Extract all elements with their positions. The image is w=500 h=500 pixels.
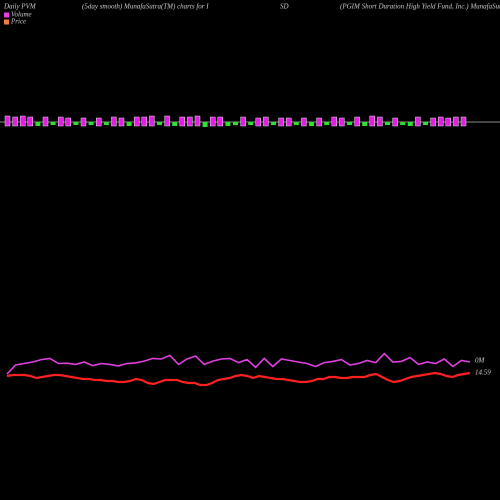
pvm-bar [263, 116, 269, 127]
title-part: SD [280, 3, 289, 11]
legend-label: Price [10, 18, 26, 26]
pvm-bar [111, 116, 117, 127]
pvm-bar [377, 116, 383, 127]
pvm-bar [12, 116, 18, 127]
pvm-bar [385, 122, 390, 125]
pvm-bar [133, 116, 140, 127]
pvm-bar [293, 122, 299, 125]
pvm-bar [369, 115, 375, 127]
legend-label: Volume [11, 11, 32, 19]
volume-line [6, 352, 471, 375]
pvm-bar [217, 116, 224, 127]
pvm-bar [202, 122, 208, 127]
pvm-bar [347, 122, 352, 125]
pvm-bar [309, 122, 314, 126]
pvm-bar [331, 116, 337, 127]
pvm-bar [233, 122, 238, 125]
pvm-bar [50, 122, 56, 125]
pvm-bar [164, 115, 170, 127]
pvm-bar [415, 116, 421, 127]
pvm-bar [392, 117, 398, 127]
pvm-bar [453, 116, 459, 127]
pvm-bar [240, 116, 246, 127]
pvm-bar [324, 122, 330, 125]
pvm-bar [118, 117, 125, 127]
pvm-bar [460, 116, 467, 127]
pvm-bar [316, 117, 322, 127]
pvm-bar [286, 117, 292, 127]
volume-line-label: 0M [475, 357, 486, 365]
pvm-bar [88, 122, 94, 125]
pvm-bar [42, 116, 49, 127]
pvm-bar [423, 122, 428, 125]
pvm-bar [27, 116, 33, 127]
title-part: (5day smooth) MunafaSutra(TM) charts for… [82, 3, 209, 11]
pvm-bar [407, 122, 413, 126]
pvm-bar [194, 115, 201, 127]
pvm-bar [445, 117, 451, 127]
pvm-bar [103, 122, 109, 125]
pvm-bar [141, 116, 148, 127]
pvm-bar [172, 122, 178, 126]
pvm-bar [255, 117, 262, 127]
pvm-bar [438, 116, 444, 127]
pvm-bar [179, 116, 186, 127]
pvm-bar [20, 115, 26, 127]
pvm-bar [80, 117, 87, 127]
legend-swatch [4, 19, 9, 25]
pvm-bar [149, 115, 155, 127]
pvm-bar [339, 117, 345, 127]
legend-swatch [4, 12, 9, 18]
title-part: (PGIM Short Duration High Yield Fund, In… [340, 3, 500, 11]
title-part: Daily PVM [3, 3, 37, 11]
pvm-bar [4, 115, 11, 127]
pvm-bar [248, 122, 254, 125]
pvm-bar [278, 117, 284, 127]
pvm-bar [301, 117, 307, 127]
pvm-bar [400, 122, 406, 125]
pvm-bar [35, 122, 41, 126]
pvm-bar [65, 117, 72, 127]
pvm-bar [95, 117, 102, 127]
pvm-bar [225, 122, 231, 126]
pvm-bar [362, 122, 368, 126]
pvm-bar [354, 116, 360, 127]
price-line [6, 371, 471, 387]
pvm-bar [430, 117, 436, 127]
pvm-bar [187, 116, 193, 127]
price-line-label: 14.59 [475, 369, 491, 377]
pvm-bar [126, 122, 132, 126]
pvm-bar [271, 122, 276, 125]
pvm-bar [73, 122, 79, 125]
pvm-bar [58, 116, 64, 127]
pvm-bar [157, 122, 162, 125]
pvm-bar [209, 116, 216, 127]
